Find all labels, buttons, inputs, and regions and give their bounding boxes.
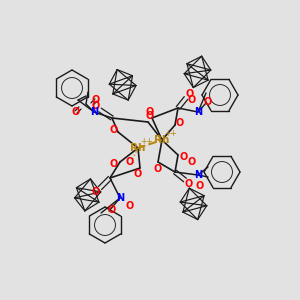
- Text: O: O: [154, 164, 162, 174]
- Text: O: O: [188, 157, 196, 167]
- Text: O: O: [126, 157, 134, 167]
- Text: O: O: [134, 169, 142, 179]
- Text: O: O: [180, 152, 188, 162]
- Text: O: O: [92, 95, 100, 105]
- Text: O: O: [110, 159, 118, 169]
- Text: O: O: [92, 187, 100, 197]
- Text: Rh: Rh: [154, 135, 170, 145]
- Text: N: N: [116, 193, 124, 203]
- Text: O: O: [185, 179, 193, 189]
- Text: O: O: [186, 89, 194, 99]
- Text: O: O: [204, 97, 212, 107]
- Text: O: O: [92, 101, 100, 111]
- Text: O: O: [146, 111, 154, 121]
- Text: O: O: [146, 107, 154, 117]
- Text: O: O: [176, 118, 184, 128]
- Text: N: N: [194, 170, 202, 180]
- Text: N: N: [194, 107, 202, 117]
- Text: O: O: [188, 95, 196, 105]
- Text: ++: ++: [141, 137, 153, 146]
- Text: O: O: [196, 181, 204, 191]
- Text: O: O: [108, 205, 116, 215]
- Text: O: O: [110, 125, 118, 135]
- Text: O: O: [72, 107, 80, 117]
- Text: O: O: [126, 201, 134, 211]
- Text: N: N: [90, 107, 98, 117]
- Text: ++: ++: [165, 130, 177, 139]
- Text: ⁻: ⁻: [130, 161, 134, 167]
- Text: Rh: Rh: [130, 143, 146, 153]
